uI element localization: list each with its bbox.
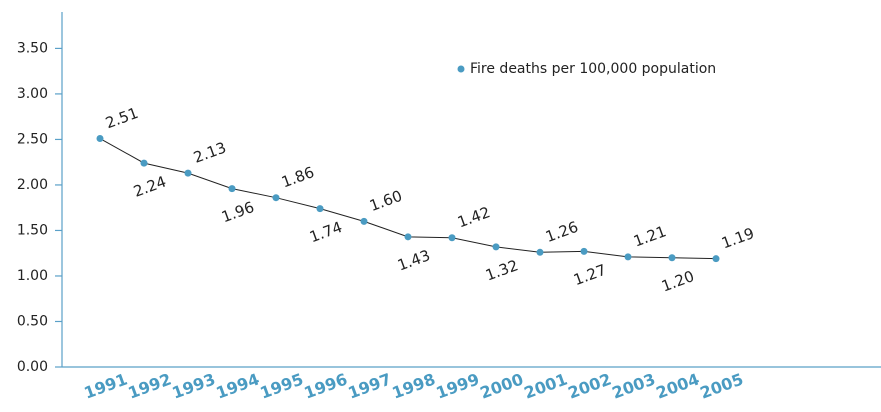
point bbox=[668, 254, 676, 262]
point bbox=[712, 255, 720, 263]
x-tick-label: 2004 bbox=[653, 370, 701, 403]
x-tick-label: 1999 bbox=[433, 370, 481, 403]
x-tick-label: 1994 bbox=[213, 370, 261, 403]
x-tick-label: 1997 bbox=[345, 370, 393, 403]
point bbox=[272, 194, 280, 202]
y-tick-label: 2.50 bbox=[17, 131, 48, 147]
legend-marker bbox=[457, 65, 465, 73]
y-tick-label: 2.00 bbox=[17, 177, 48, 193]
value-label: 1.32 bbox=[483, 256, 521, 284]
point bbox=[228, 185, 236, 193]
value-label: 1.96 bbox=[219, 198, 257, 226]
x-tick-label: 2005 bbox=[697, 370, 745, 403]
x-tick-label: 2003 bbox=[609, 370, 657, 403]
x-tick-label: 1993 bbox=[169, 370, 217, 403]
y-tick-label: 0.00 bbox=[17, 359, 48, 375]
value-label: 1.19 bbox=[719, 224, 757, 252]
y-tick-label: 3.50 bbox=[17, 40, 48, 56]
point bbox=[96, 135, 104, 143]
line bbox=[99, 138, 717, 260]
point bbox=[492, 243, 500, 251]
value-label: 1.86 bbox=[279, 163, 317, 191]
value-label: 1.26 bbox=[543, 218, 581, 246]
value-label: 1.43 bbox=[395, 246, 433, 274]
point bbox=[140, 159, 148, 167]
value-label: 1.27 bbox=[571, 261, 609, 289]
value-label: 1.74 bbox=[307, 218, 345, 246]
y-tick-label: 1.00 bbox=[17, 268, 48, 284]
x-tick-label: 1992 bbox=[125, 370, 173, 403]
point bbox=[404, 233, 412, 241]
point bbox=[448, 234, 456, 242]
x-tick-label: 1996 bbox=[301, 370, 349, 403]
point bbox=[580, 247, 588, 255]
y-tick-label: 3.00 bbox=[17, 86, 48, 102]
legend-label: Fire deaths per 100,000 population bbox=[470, 61, 716, 77]
value-label: 1.60 bbox=[367, 187, 405, 215]
point bbox=[536, 248, 544, 256]
point bbox=[316, 205, 324, 213]
x-tick-label: 1995 bbox=[257, 370, 305, 403]
value-label: 1.42 bbox=[455, 203, 493, 231]
point bbox=[184, 169, 192, 177]
value-label: 2.13 bbox=[191, 138, 229, 166]
value-label: 1.21 bbox=[631, 222, 669, 250]
x-tick-label: 1991 bbox=[81, 370, 129, 403]
point bbox=[360, 217, 368, 225]
x-tick-label: 2001 bbox=[521, 370, 569, 403]
x-tick-label: 1998 bbox=[389, 370, 437, 403]
y-tick-label: 1.50 bbox=[17, 222, 48, 238]
value-label: 2.51 bbox=[103, 104, 141, 132]
point bbox=[624, 253, 632, 261]
value-label: 2.24 bbox=[131, 172, 169, 200]
x-tick-label: 2002 bbox=[565, 370, 613, 403]
y-tick-label: 0.50 bbox=[17, 313, 48, 329]
value-label: 1.20 bbox=[659, 267, 697, 295]
x-tick-label: 2000 bbox=[477, 370, 525, 403]
